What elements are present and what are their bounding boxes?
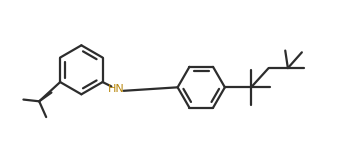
Text: HN: HN (108, 84, 125, 94)
